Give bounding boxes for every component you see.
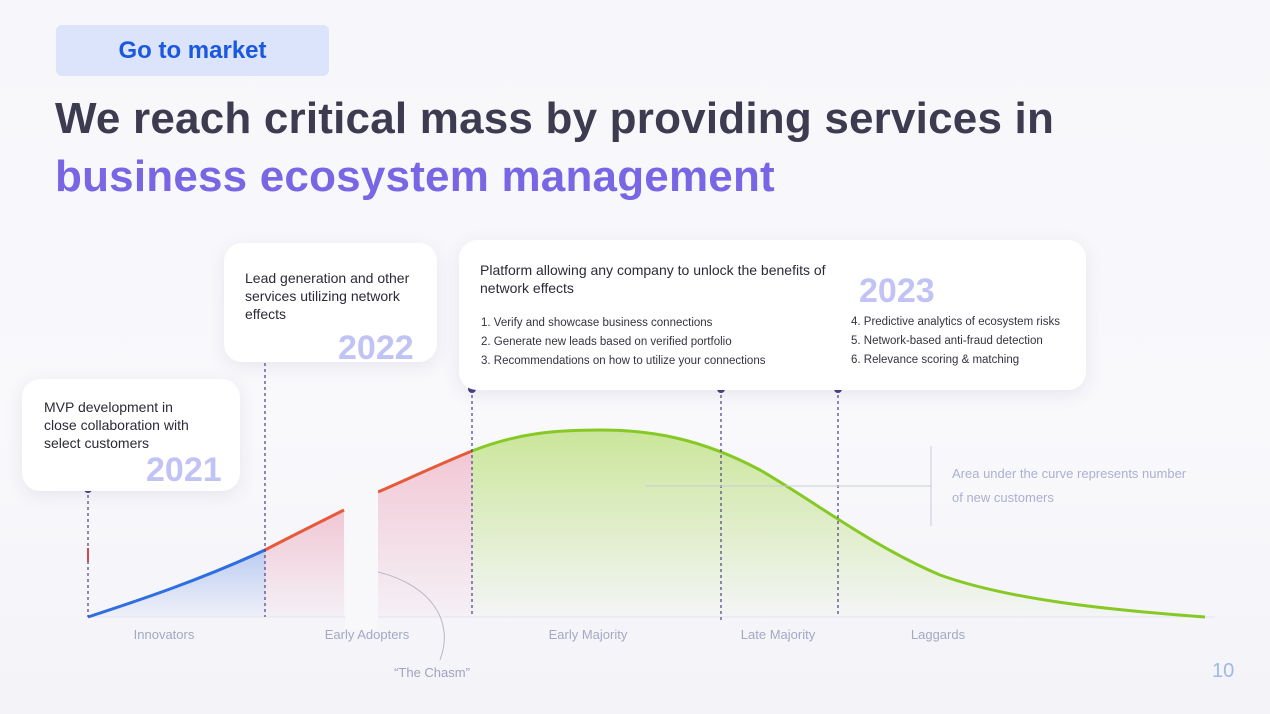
chasm-gap (345, 470, 378, 630)
milestone-text-2021: MVP development in close collaboration w… (44, 399, 189, 451)
feature-item: 4. Predictive analytics of ecosystem ris… (851, 316, 1060, 328)
feature-list-right: 4. Predictive analytics of ecosystem ris… (851, 313, 1060, 370)
page-number: 10 (1212, 660, 1235, 682)
title-line-2: business ecosystem management (55, 152, 775, 201)
feature-item: 5. Network-based anti-fraud detection (851, 335, 1043, 347)
chasm-pointer (377, 571, 445, 661)
section-tag-label: Go to market (118, 36, 267, 64)
feature-item: 2. Generate new leads based on verified … (481, 336, 732, 348)
feature-item: 3. Recommendations on how to utilize you… (481, 355, 766, 367)
segment-label-early-majority: Early Majority (549, 627, 628, 642)
milestone-text-2022: Lead generation and other services utili… (245, 270, 410, 322)
innovators-curve (87, 548, 266, 619)
segment-label-laggards: Laggards (911, 627, 966, 642)
page-title: We reach critical mass by providing serv… (55, 90, 1054, 206)
milestone-card-2022: Lead generation and other services utili… (224, 243, 437, 367)
milestone-card-2021: MVP development in close collaboration w… (22, 379, 240, 491)
feature-list-left: 1. Verify and showcase business connecti… (481, 314, 765, 371)
segment-label-early-adopters: Early Adopters (325, 627, 410, 642)
majority-curve (471, 428, 1206, 619)
segment-label-innovators: Innovators (134, 627, 195, 642)
segment-label-late-majority: Late Majority (741, 627, 816, 642)
milestone-text-2023: Platform allowing any company to unlock … (480, 262, 826, 296)
chasm-label: “The Chasm” (394, 665, 470, 680)
curve-note: Area under the curve represents number o… (952, 466, 1187, 505)
early-adopters-area-left (265, 510, 344, 617)
title-line-1: We reach critical mass by providing serv… (55, 94, 1055, 143)
feature-item: 1. Verify and showcase business connecti… (481, 317, 713, 329)
milestone-year-2022: 2022 (338, 329, 414, 367)
feature-item: 6. Relevance scoring & matching (851, 354, 1020, 366)
innovators-area (88, 550, 265, 617)
early-adopters-curve-left (264, 508, 345, 552)
milestone-card-2023: Platform allowing any company to unlock … (459, 240, 1086, 390)
milestone-year-2023: 2023 (859, 272, 935, 310)
section-tag: Go to market (56, 25, 329, 76)
early-adopters-area-right (378, 451, 472, 617)
early-adopters-curve-right (377, 449, 473, 494)
milestone-year-2021: 2021 (146, 451, 222, 489)
